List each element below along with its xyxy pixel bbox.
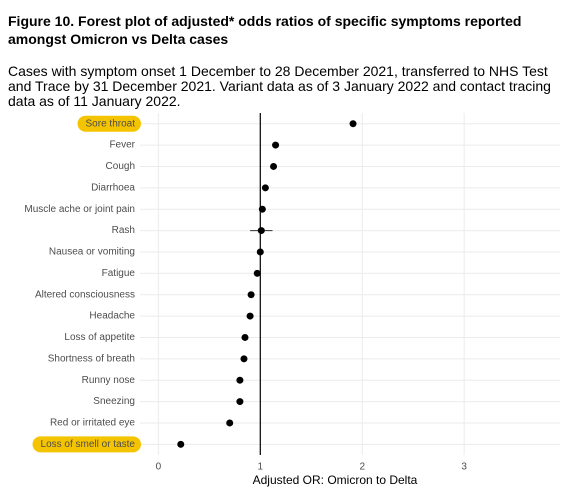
label-highlight <box>77 115 141 132</box>
x-tick-label: 1 <box>258 462 264 473</box>
y-tick-label: Rash <box>112 225 135 236</box>
point <box>349 120 357 128</box>
y-tick-label: Altered consciousness <box>35 289 135 300</box>
point <box>272 141 280 149</box>
point <box>261 184 269 192</box>
y-tick-label: Fever <box>109 140 135 151</box>
x-tick-label: 0 <box>156 462 162 473</box>
point <box>270 162 278 170</box>
y-tick-label: Loss of appetite <box>64 332 135 343</box>
point <box>177 440 185 448</box>
y-tick-label: Sneezing <box>93 396 135 407</box>
y-tick-label: Cough <box>106 161 135 172</box>
point <box>256 248 264 256</box>
x-axis-label: Adjusted OR: Omicron to Delta <box>253 473 418 487</box>
y-tick-label: Loss of smell or taste <box>41 439 136 450</box>
y-tick-label: Nausea or vomiting <box>49 247 135 258</box>
y-tick-label: Runny nose <box>82 375 136 386</box>
y-tick-label: Shortness of breath <box>48 353 135 364</box>
point <box>258 205 266 213</box>
label-highlight <box>32 436 141 453</box>
y-tick-label: Diarrhoea <box>91 182 135 193</box>
chart-subtitle: Cases with symptom onset 1 December to 2… <box>8 63 551 109</box>
y-tick-label: Muscle ache or joint pain <box>24 204 135 215</box>
x-tick-label: 2 <box>359 462 365 473</box>
point <box>247 291 255 299</box>
point <box>240 355 248 363</box>
y-tick-label: Fatigue <box>102 268 136 279</box>
point <box>246 312 254 320</box>
point <box>253 269 261 277</box>
chart-title: Figure 10. Forest plot of adjusted* odds… <box>8 13 522 47</box>
y-tick-label: Headache <box>89 311 135 322</box>
x-tick-label: 3 <box>461 462 467 473</box>
y-tick-label: Red or irritated eye <box>50 418 135 429</box>
point <box>236 376 244 384</box>
point <box>257 227 265 235</box>
point <box>241 333 249 341</box>
point <box>226 419 234 427</box>
y-tick-label: Sore throat <box>86 118 136 129</box>
point <box>236 398 244 406</box>
